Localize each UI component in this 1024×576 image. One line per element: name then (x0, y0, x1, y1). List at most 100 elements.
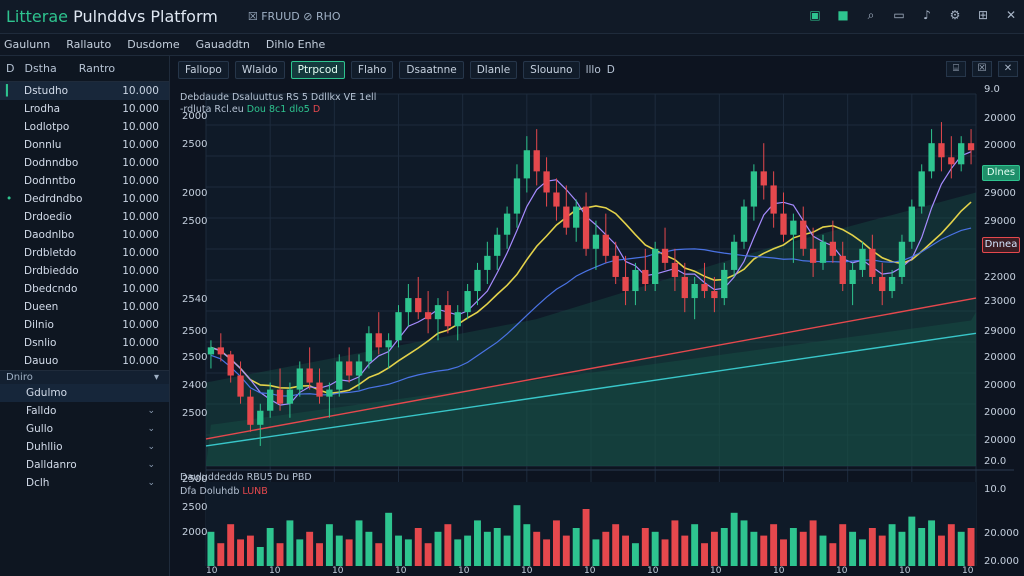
sidebar-sub-label: Dclh (26, 477, 50, 489)
fullscreen-icon[interactable]: ⌸ (946, 61, 966, 77)
watchlist-row[interactable]: Dauuo 10.000 (0, 352, 169, 370)
chevron-down-icon: ⌄ (147, 478, 155, 488)
tab-3[interactable]: Flaho (350, 61, 394, 79)
tab-extra-0[interactable]: lllo (585, 64, 601, 76)
candle-body (217, 347, 224, 355)
candle-body (296, 368, 303, 390)
volume-bar (701, 543, 708, 566)
axis-right-label: 20000 (984, 407, 1016, 418)
volume-area (206, 482, 976, 566)
column-symbol[interactable]: Dstha (24, 62, 57, 75)
menu-item-3[interactable]: Gauaddtn (195, 38, 250, 51)
volume-bar (868, 528, 876, 566)
axis-left-label: 2500 (182, 216, 208, 227)
candle-body (839, 255, 846, 284)
candle-body (711, 291, 718, 299)
watchlist-row[interactable]: ▎ Dstudho 10.000 (0, 82, 169, 100)
watchlist-row[interactable]: Dilnio 10.000 (0, 316, 169, 334)
x-axis-label: 10 (647, 566, 659, 576)
axis-left-label: 2000 (182, 188, 208, 199)
candle-body (247, 396, 254, 425)
watchlist-value: 10.000 (122, 193, 159, 205)
watchlist-row[interactable]: Lrodha 10.000 (0, 100, 169, 118)
grid-icon[interactable]: ⊞ (977, 8, 989, 22)
sidebar-sub-item[interactable]: Gdulmo (0, 384, 169, 402)
bell-icon[interactable]: ♪ (923, 8, 931, 22)
watchlist-row[interactable]: Drdbletdo 10.000 (0, 244, 169, 262)
candle-body (207, 347, 215, 355)
axis-left-label: 2540 (182, 294, 208, 305)
sidebar-section-header[interactable]: Dniro ▾ (0, 370, 169, 384)
watchlist-row[interactable]: Dodnntbo 10.000 (0, 172, 169, 190)
watchlist-symbol: Dueen (24, 301, 59, 313)
sidebar-sub-item[interactable]: Dalldanro ⌄ (0, 456, 169, 474)
volume-axis-left-label: 2000 (182, 527, 208, 538)
candle-body (681, 276, 688, 299)
menu-item-4[interactable]: Dihlo Enhe (265, 38, 326, 51)
watchlist-value: 10.000 (122, 301, 159, 313)
tab-1[interactable]: Wlaldo (234, 61, 285, 79)
tab-6[interactable]: Slouuno (523, 61, 580, 79)
volume-bar (898, 531, 906, 566)
search-icon[interactable]: ⌕ (867, 8, 875, 22)
layout-icon[interactable]: ■ (837, 8, 849, 22)
axis-left-label: 2500 (182, 408, 208, 419)
watchlist-row[interactable]: Drdoedio 10.000 (0, 208, 169, 226)
menu-item-2[interactable]: Dusdome (127, 38, 180, 51)
watchlist-symbol: Drdbieddo (24, 265, 79, 277)
candle-body (533, 150, 540, 172)
volume-bar (543, 539, 551, 566)
watchlist-symbol: Lrodha (24, 103, 61, 115)
snapshot-icon[interactable]: ☒ (972, 61, 992, 77)
sidebar-sub-item[interactable]: Gullo ⌄ (0, 420, 169, 438)
volume-values: Dfa Doluhdb LUNB (180, 486, 268, 497)
volume-bar (552, 520, 560, 566)
watchlist-value: 10.000 (122, 211, 159, 223)
close-icon[interactable]: ✕ (998, 61, 1018, 77)
x-axis-label: 10 (899, 566, 911, 576)
column-value[interactable]: Rantro (78, 62, 116, 75)
chevron-down-icon: ⌄ (147, 406, 155, 416)
volume-bar (207, 531, 215, 566)
tab-extra-1[interactable]: D (606, 64, 615, 76)
sidebar-sub-item[interactable]: Duhllio ⌄ (0, 438, 169, 456)
candle-body (385, 340, 392, 348)
menu-item-0[interactable]: Gaulunn (4, 38, 51, 51)
volume-bar (780, 539, 787, 566)
watchlist-row[interactable]: • Dedrdndbo 10.000 (0, 190, 169, 208)
app-title: Litterae Pulnddvs Platform (6, 7, 218, 26)
menu-item-1[interactable]: Rallauto (66, 38, 112, 51)
volume-bar (819, 535, 827, 566)
collapse-toggle[interactable]: D (6, 62, 15, 75)
watchlist-row[interactable]: Drdbieddo 10.000 (0, 262, 169, 280)
moving-average-yellow (210, 201, 972, 395)
x-axis-label: 10 (584, 566, 596, 576)
watchlist-row[interactable]: Lodlotpo 10.000 (0, 118, 169, 136)
tab-4[interactable]: Dsaatnne (399, 61, 464, 79)
tab-5[interactable]: Dlanle (469, 61, 518, 79)
sidebar-sub-item[interactable]: Falldo ⌄ (0, 402, 169, 420)
candle-body (928, 143, 935, 172)
sidebar-sub-label: Falldo (26, 405, 57, 417)
candle-body (859, 248, 866, 270)
screen-icon[interactable]: ▭ (893, 8, 905, 22)
watchlist-row[interactable]: Dueen 10.000 (0, 298, 169, 316)
price-chart[interactable] (172, 84, 1024, 576)
tab-0[interactable]: Fallopo (178, 61, 229, 79)
camera-icon[interactable]: ▣ (809, 8, 821, 22)
watchlist-row[interactable]: Donnlu 10.000 (0, 136, 169, 154)
watchlist-header: D Dstha Rantro (0, 56, 169, 82)
candle-body (721, 269, 728, 299)
watchlist-row[interactable]: Dodnndbo 10.000 (0, 154, 169, 172)
settings-icon[interactable]: ⚙ (949, 8, 961, 22)
watchlist-value: 10.000 (122, 355, 159, 367)
watchlist-row[interactable]: Dsnlio 10.000 (0, 334, 169, 352)
watchlist-symbol: Dstudho (24, 85, 69, 97)
tab-2[interactable]: Ptrpcod (290, 61, 345, 79)
sidebar-sub-item[interactable]: Dclh ⌄ (0, 474, 169, 492)
watchlist-row[interactable]: Daodnlbo 10.000 (0, 226, 169, 244)
close-icon[interactable]: ✕ (1005, 8, 1017, 22)
watchlist-row[interactable]: Dbedcndo 10.000 (0, 280, 169, 298)
watchlist-symbol: Dodnntbo (24, 175, 76, 187)
watchlist-symbol: Drdbletdo (24, 247, 77, 259)
